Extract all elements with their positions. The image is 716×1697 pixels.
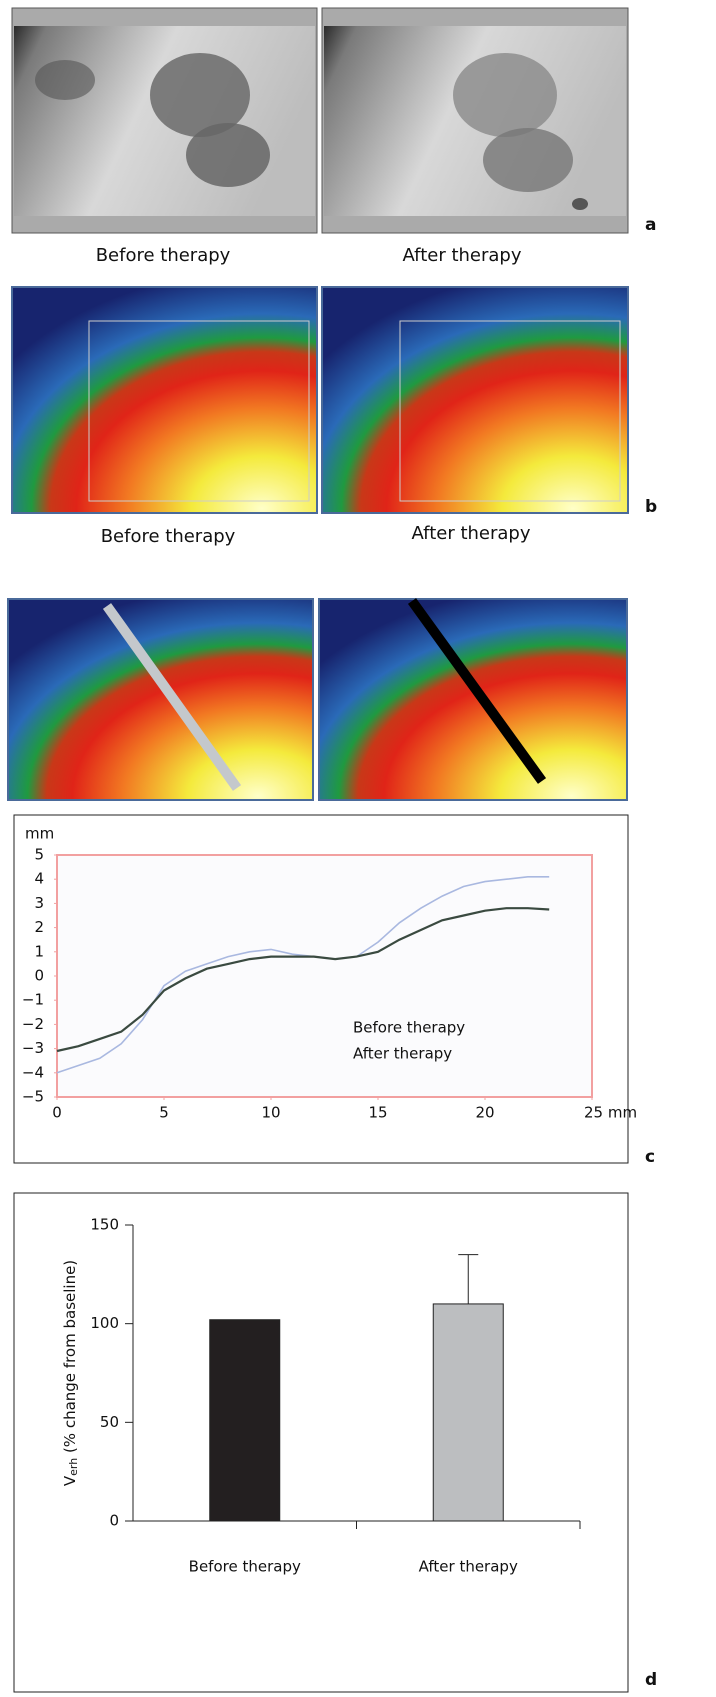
x-tick-label: 0: [52, 1104, 62, 1122]
x-tick-label: After therapy: [419, 1558, 518, 1576]
data-line: [56, 876, 550, 1074]
panel-frame: [13, 1192, 629, 1693]
x-tick-label: 10: [261, 1104, 280, 1122]
bar: [432, 1303, 504, 1522]
y-tick-label: −2: [22, 1015, 44, 1033]
legend-entry: Before therapy: [353, 1019, 465, 1037]
panel-frame: [13, 814, 629, 1164]
caption: Before therapy: [96, 245, 231, 266]
caption: After therapy: [403, 245, 522, 266]
caption: After therapy: [412, 523, 531, 544]
heatmap-before: [7, 598, 314, 801]
x-tick-label: 5: [159, 1104, 169, 1122]
y-tick-label: 1: [34, 942, 44, 960]
y-axis-label-part: V: [61, 1475, 79, 1486]
error-bar: [458, 1254, 479, 1304]
y-axis-label-part: (% change from baseline): [61, 1260, 79, 1458]
y-tick-label: −1: [22, 991, 44, 1009]
panel-label: c: [645, 1147, 655, 1167]
x-tick-label: Before therapy: [189, 1558, 301, 1576]
y-tick-label: 2: [34, 918, 44, 936]
heatmap-after: [321, 286, 629, 514]
heatmap-after: [318, 598, 628, 801]
x-tick-label: 25 mm: [584, 1104, 637, 1122]
y-tick-label: 3: [34, 894, 44, 912]
panel-label: b: [645, 497, 657, 517]
y-tick-label: 0: [109, 1512, 119, 1530]
y-tick-label: 50: [100, 1413, 119, 1431]
heatmap-before: [11, 286, 318, 514]
bar: [209, 1319, 281, 1522]
x-tick-label: 15: [368, 1104, 387, 1122]
y-axis-label-part: erh: [67, 1458, 80, 1476]
y-tick-label: −4: [22, 1063, 44, 1081]
y-tick-label: −3: [22, 1039, 44, 1057]
y-tick-label: 0: [34, 967, 44, 985]
y-tick-label: −5: [22, 1088, 44, 1106]
y-tick-label: 150: [90, 1216, 119, 1234]
y-tick-label: 5: [34, 846, 44, 864]
legend-entry: After therapy: [353, 1045, 452, 1063]
panel-label: a: [645, 215, 656, 235]
caption: Before therapy: [101, 526, 236, 547]
panel-label: d: [645, 1670, 657, 1690]
data-line: [56, 907, 550, 1053]
y-axis-label: mm: [25, 825, 54, 843]
x-tick-label: 20: [475, 1104, 494, 1122]
photo-after: [321, 7, 629, 234]
y-tick-label: 100: [90, 1314, 119, 1332]
plot-frame: [56, 854, 593, 1098]
y-tick-label: 4: [34, 870, 44, 888]
y-axis-label: Verh (% change from baseline): [61, 1260, 81, 1486]
photo-before: [11, 7, 318, 234]
